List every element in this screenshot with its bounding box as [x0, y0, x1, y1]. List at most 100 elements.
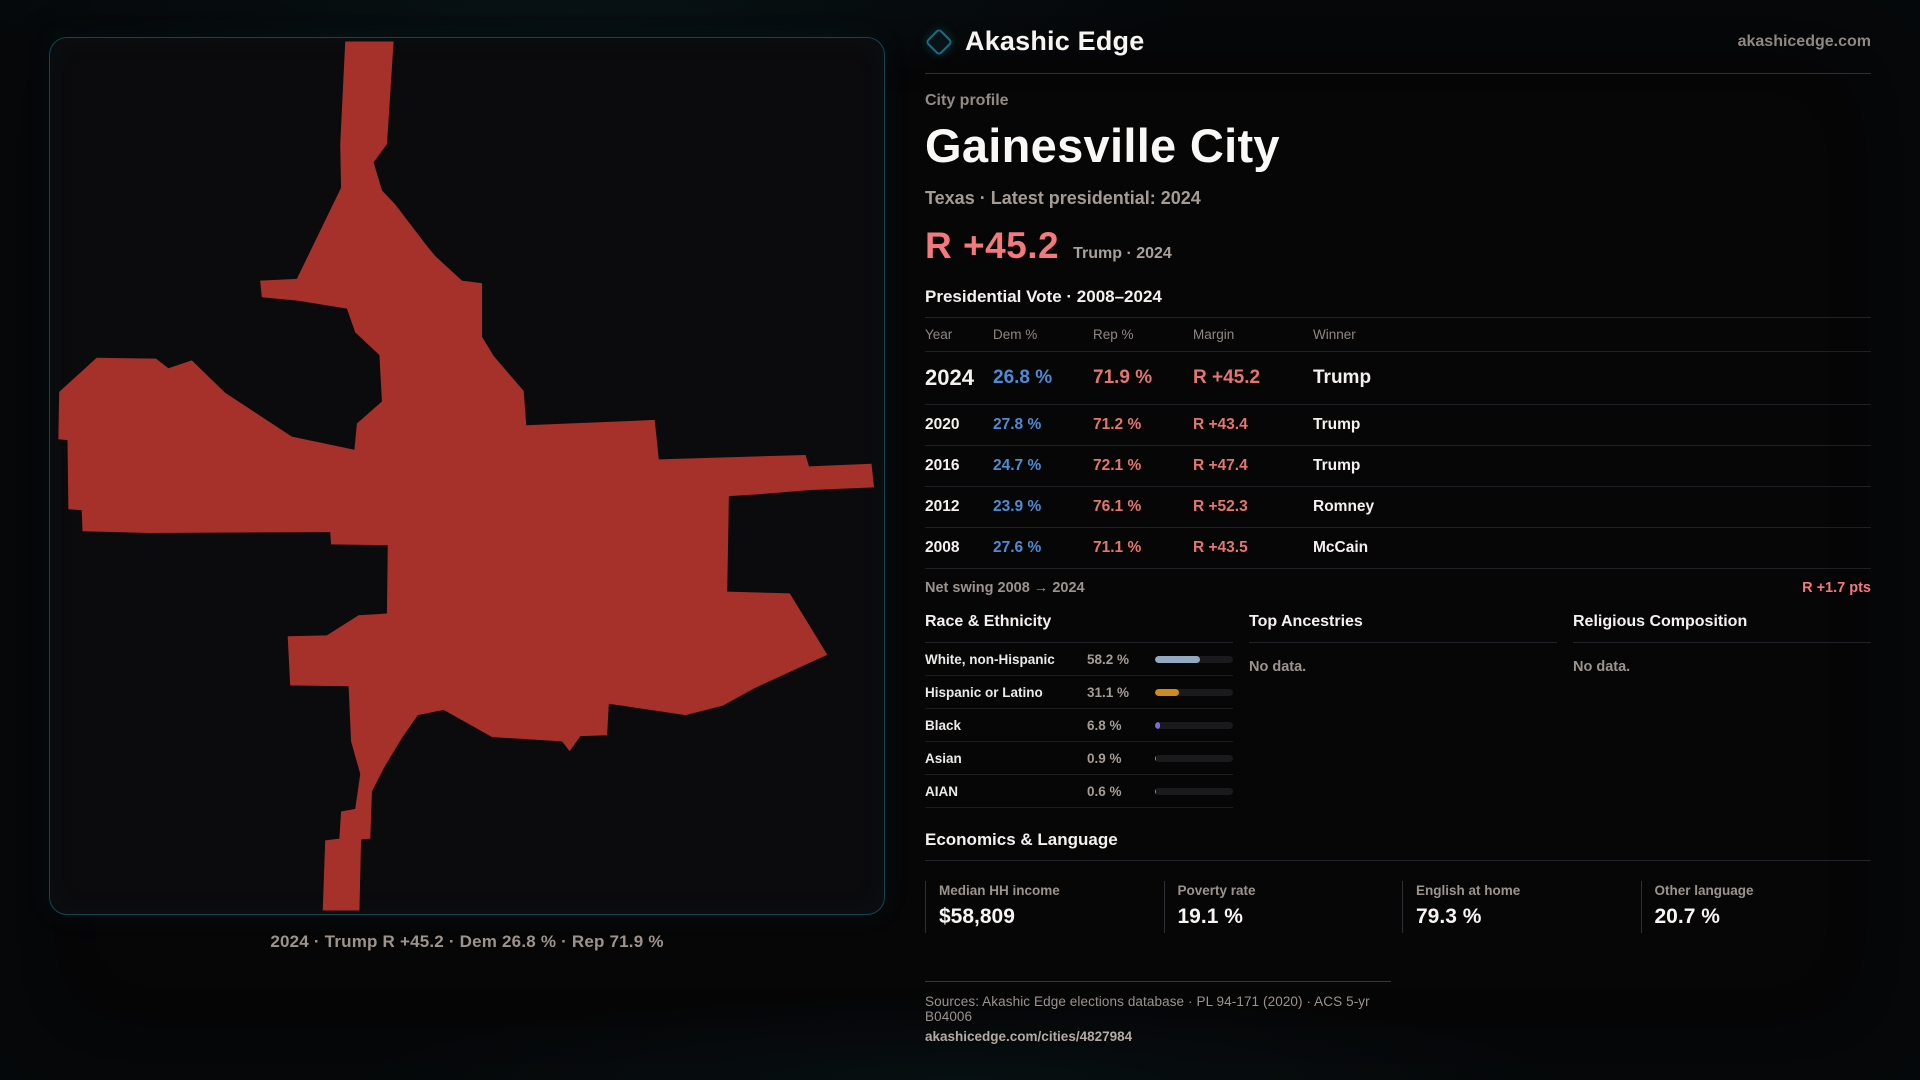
page-title: Gainesville City — [925, 119, 1280, 172]
stat-cell: Other language 20.7 % — [1640, 881, 1872, 933]
col-margin: Margin — [1193, 327, 1235, 342]
vote-margin: R +43.4 — [1193, 416, 1248, 433]
vote-rep-pct: 71.1 % — [1093, 539, 1142, 556]
race-bar-track — [1155, 655, 1233, 663]
net-swing-label: Net swing 2008 → 2024 — [925, 580, 1085, 596]
vote-rep-pct: 76.1 % — [1093, 498, 1142, 515]
vote-row: 2012 23.9 % 76.1 % R +52.3 Romney — [925, 487, 1871, 528]
race-bar-track — [1155, 688, 1233, 696]
stat-value: 20.7 % — [1654, 905, 1720, 928]
religion-column: Religious Composition No data. — [1557, 613, 1871, 808]
page-kicker: City profile — [925, 92, 1009, 109]
vote-table-header: Year Dem % Rep % Margin Winner — [925, 318, 1871, 352]
race-percent: 6.8 % — [1087, 717, 1122, 733]
col-rep: Rep % — [1093, 327, 1134, 342]
col-dem: Dem % — [993, 327, 1038, 342]
city-subtitle: Texas · Latest presidential: 2024 — [925, 188, 1201, 208]
race-row: AIAN 0.6 % — [925, 775, 1233, 808]
map-section: 2024 · Trump R +45.2 · Dem 26.8 % · Rep … — [49, 37, 885, 952]
vote-dem-pct: 26.8 % — [993, 367, 1053, 388]
stat-label: Median HH income — [939, 883, 1060, 898]
vote-table: Year Dem % Rep % Margin Winner 2024 26.8 … — [925, 317, 1871, 569]
vote-winner: Trump — [1313, 416, 1361, 433]
map-caption: 2024 · Trump R +45.2 · Dem 26.8 % · Rep … — [270, 932, 664, 951]
race-bar-track — [1155, 754, 1233, 762]
race-label: White, non-Hispanic — [925, 651, 1055, 667]
race-bar-fill — [1155, 688, 1180, 696]
vote-section-title: Presidential Vote · 2008–2024 — [925, 287, 1162, 306]
race-title: Race & Ethnicity — [925, 613, 1233, 643]
ancestries-title: Top Ancestries — [1249, 613, 1557, 643]
vote-margin: R +45.2 — [1193, 367, 1261, 388]
vote-rep-pct: 72.1 % — [1093, 457, 1142, 474]
vote-winner: Trump — [1313, 367, 1372, 388]
margin-headline: R +45.2 Trump · 2024 — [925, 225, 1871, 267]
brand-domain-link[interactable]: akashicedge.com — [1737, 32, 1871, 50]
col-year: Year — [925, 327, 953, 342]
stat-value: 19.1 % — [1177, 905, 1243, 928]
stat-value: $58,809 — [939, 905, 1015, 928]
race-row: Asian 0.9 % — [925, 742, 1233, 775]
margin-value: R +45.2 — [925, 225, 1060, 266]
brand-name: Akashic Edge — [965, 26, 1145, 56]
race-bar-fill — [1155, 754, 1156, 762]
vote-dem-pct: 23.9 % — [993, 498, 1042, 515]
ancestries-empty: No data. — [1249, 659, 1307, 675]
vote-dem-pct: 27.6 % — [993, 539, 1042, 556]
vote-year: 2020 — [925, 416, 960, 433]
religion-empty: No data. — [1573, 659, 1631, 675]
vote-winner: McCain — [1313, 539, 1369, 556]
map-panel — [49, 37, 885, 915]
race-percent: 58.2 % — [1087, 651, 1130, 667]
net-swing-row: Net swing 2008 → 2024 R +1.7 pts — [925, 569, 1871, 605]
stat-value: 79.3 % — [1416, 905, 1482, 928]
footer: Sources: Akashic Edge elections database… — [925, 981, 1391, 1044]
race-bar-track — [1155, 721, 1233, 729]
stat-label: Poverty rate — [1177, 883, 1256, 898]
race-label: AIAN — [925, 783, 958, 799]
diamond-logo-icon — [924, 27, 954, 56]
race-row: White, non-Hispanic 58.2 % — [925, 643, 1233, 676]
vote-winner: Romney — [1313, 498, 1375, 515]
stat-cell: Median HH income $58,809 — [925, 881, 1156, 933]
vote-margin: R +52.3 — [1193, 498, 1248, 515]
header-divider — [925, 73, 1871, 74]
vote-year: 2024 — [925, 365, 974, 390]
race-label: Asian — [925, 750, 962, 766]
vote-rep-pct: 71.2 % — [1093, 416, 1142, 433]
profile-panel: Akashic Edge akashicedge.com City profil… — [924, 26, 1871, 1044]
economics-divider — [925, 860, 1871, 861]
city-shape — [58, 41, 874, 911]
race-bar-fill — [1155, 721, 1161, 729]
stat-cell: English at home 79.3 % — [1402, 881, 1633, 933]
vote-margin: R +47.4 — [1193, 457, 1248, 474]
race-percent: 0.9 % — [1087, 750, 1122, 766]
net-swing-value: R +1.7 pts — [1802, 580, 1871, 596]
vote-row: 2024 26.8 % 71.9 % R +45.2 Trump — [925, 352, 1871, 405]
permalink[interactable]: akashicedge.com/cities/4827984 — [925, 1029, 1133, 1044]
race-percent: 31.1 % — [1087, 684, 1130, 700]
vote-dem-pct: 27.8 % — [993, 416, 1042, 433]
demographics-columns: Race & Ethnicity White, non-Hispanic 58.2… — [925, 613, 1871, 808]
religion-title: Religious Composition — [1573, 613, 1871, 643]
vote-margin: R +43.5 — [1193, 539, 1248, 556]
vote-year: 2016 — [925, 457, 960, 474]
race-row: Black 6.8 % — [925, 709, 1233, 742]
vote-dem-pct: 24.7 % — [993, 457, 1042, 474]
vote-row: 2016 24.7 % 72.1 % R +47.4 Trump — [925, 446, 1871, 487]
stat-label: English at home — [1416, 883, 1521, 898]
vote-year: 2008 — [925, 539, 960, 556]
stat-label: Other language — [1654, 883, 1754, 898]
margin-note: Trump · 2024 — [1073, 245, 1172, 262]
race-row: Hispanic or Latino 31.1 % — [925, 676, 1233, 709]
col-winner: Winner — [1313, 327, 1356, 342]
vote-row: 2020 27.8 % 71.2 % R +43.4 Trump — [925, 405, 1871, 446]
race-column: Race & Ethnicity White, non-Hispanic 58.2… — [925, 613, 1233, 808]
race-label: Hispanic or Latino — [925, 684, 1043, 700]
economics-title: Economics & Language — [925, 830, 1118, 849]
economics-stats: Median HH income $58,809 Poverty rate 19.1 … — [925, 881, 1871, 933]
race-bar-fill — [1155, 655, 1201, 663]
race-percent: 0.6 % — [1087, 783, 1122, 799]
ancestries-column: Top Ancestries No data. — [1233, 613, 1557, 808]
